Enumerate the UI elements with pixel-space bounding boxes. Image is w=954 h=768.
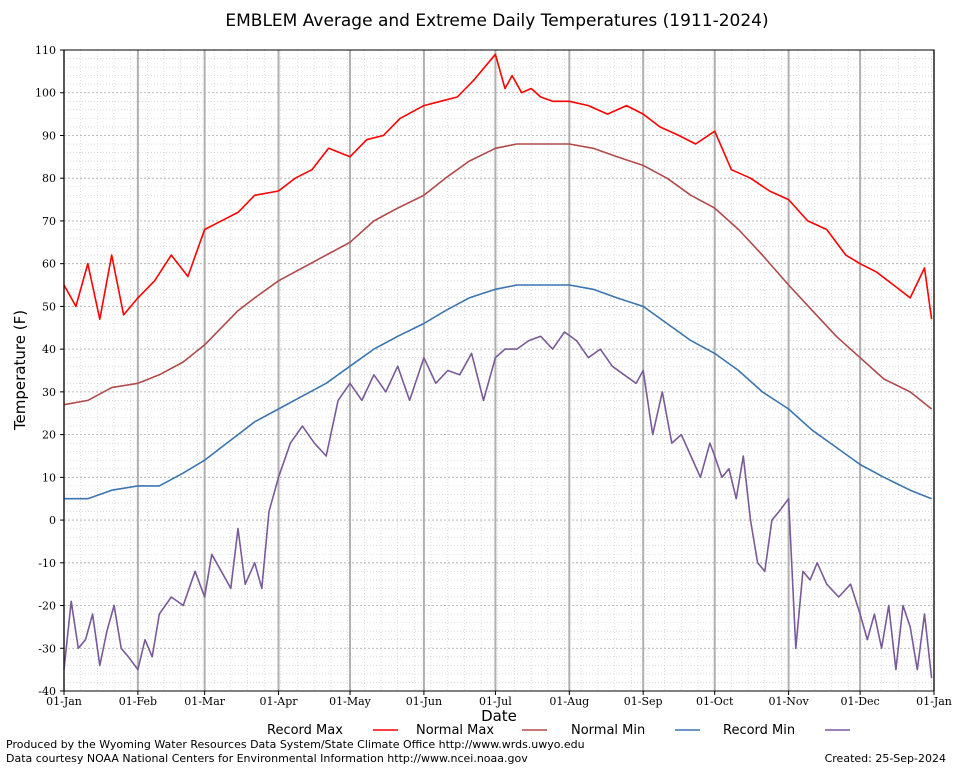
footer-created-date: Created: 25-Sep-2024: [825, 752, 946, 765]
series-line-record-max: [63, 53, 933, 321]
x-axis-label: Date: [481, 707, 517, 725]
series-line-normal-max: [63, 143, 933, 410]
plot-frame: [63, 49, 935, 692]
series-line-record-min: [63, 331, 933, 679]
series-line-normal-min: [64, 284, 932, 500]
x-tick-label: 01-Aug: [549, 695, 589, 708]
x-tick-label: 01-Dec: [841, 695, 880, 708]
legend-label-record-min: Record Min: [723, 723, 795, 738]
y-axis-label: Temperature (F): [11, 310, 29, 431]
x-tick-label: 01-Feb: [119, 695, 157, 708]
major-grid: [63, 49, 935, 692]
x-tick-label: 01-Jun: [406, 695, 442, 708]
legend: Record Max Normal Max Normal Min Record …: [267, 723, 850, 738]
y-tick-label: 0: [49, 514, 56, 527]
y-tick-label: 20: [42, 429, 56, 442]
x-tick-label: 01-Oct: [696, 695, 734, 708]
y-tick-label: 70: [42, 215, 56, 228]
x-tick-label: 01-Mar: [184, 695, 226, 708]
footer-produced-by: Produced by the Wyoming Water Resources …: [6, 738, 585, 751]
x-tick-label: 01-Apr: [260, 695, 299, 708]
legend-label-record-max: Record Max: [267, 723, 343, 738]
legend-label-normal-min: Normal Min: [571, 723, 645, 738]
y-tick-label: -20: [38, 600, 56, 613]
x-axis-ticks: 01-Jan 01-Feb 01-Mar 01-Apr 01-May 01-Jun 01-J…: [46, 691, 952, 708]
chart-title: EMBLEM Average and Extreme Daily Tempera…: [225, 11, 768, 31]
y-tick-label: 90: [42, 129, 56, 142]
y-tick-label: 50: [42, 300, 56, 313]
y-tick-label: -30: [38, 642, 56, 655]
x-tick-label: 01-Jan: [46, 695, 82, 708]
x-tick-label: 01-Jul: [479, 695, 512, 708]
y-tick-label: 30: [42, 386, 56, 399]
y-tick-label: -40: [38, 685, 56, 698]
x-tick-label: 01-May: [329, 695, 372, 708]
x-tick-label: 01-Sep: [624, 695, 663, 708]
y-tick-label: 80: [42, 172, 56, 185]
y-tick-label: -10: [38, 557, 56, 570]
y-tick-label: 40: [42, 343, 56, 356]
legend-label-normal-max: Normal Max: [416, 723, 494, 738]
plot-lines: [63, 53, 933, 679]
y-tick-label: 100: [35, 87, 56, 100]
y-tick-label: 110: [35, 44, 56, 57]
x-tick-label: 01-Nov: [769, 695, 810, 708]
y-tick-label: 60: [42, 258, 56, 271]
y-tick-label: 10: [42, 471, 56, 484]
footer-data-courtesy: Data courtesy NOAA National Centers for …: [6, 752, 528, 765]
minor-grid: [63, 50, 934, 691]
x-tick-label: 01-Jan: [916, 695, 952, 708]
